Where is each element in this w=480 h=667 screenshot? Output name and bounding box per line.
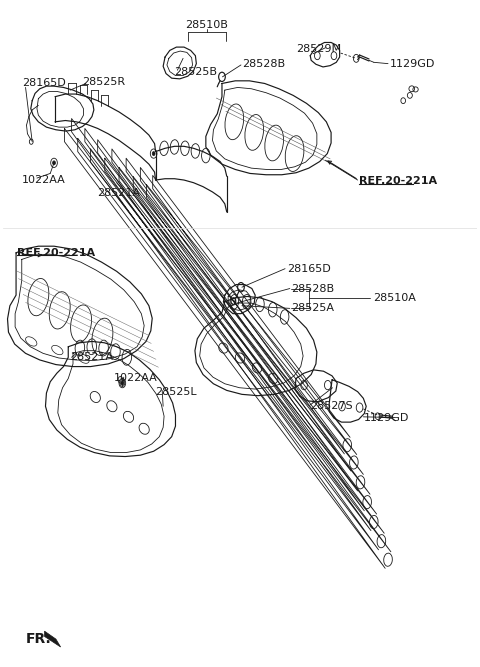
Text: 1022AA: 1022AA [114,374,158,384]
Text: 28529M: 28529M [296,44,341,54]
Text: 1129GD: 1129GD [389,59,435,69]
Text: 28510B: 28510B [185,20,228,30]
Text: 28528B: 28528B [242,59,286,69]
Polygon shape [45,631,60,647]
Text: 28521A: 28521A [96,188,140,198]
Text: 28525A: 28525A [291,303,334,313]
Text: 28525B: 28525B [175,67,217,77]
Text: 28525L: 28525L [156,387,197,397]
Text: 1022AA: 1022AA [22,175,65,185]
Text: 28165D: 28165D [288,263,331,273]
Text: 1129GD: 1129GD [364,413,409,423]
Text: REF.20-221A: REF.20-221A [359,176,437,186]
Text: REF.20-221A: REF.20-221A [17,248,95,258]
Text: 28528B: 28528B [291,283,335,293]
Circle shape [152,151,155,155]
Circle shape [53,161,56,165]
Circle shape [121,381,124,385]
Text: 28525R: 28525R [83,77,126,87]
Text: 28527S: 28527S [310,402,353,412]
Text: 28510A: 28510A [373,293,416,303]
Text: FR.: FR. [25,632,51,646]
Text: 28165D: 28165D [22,79,65,89]
Text: 28521A: 28521A [70,352,113,362]
